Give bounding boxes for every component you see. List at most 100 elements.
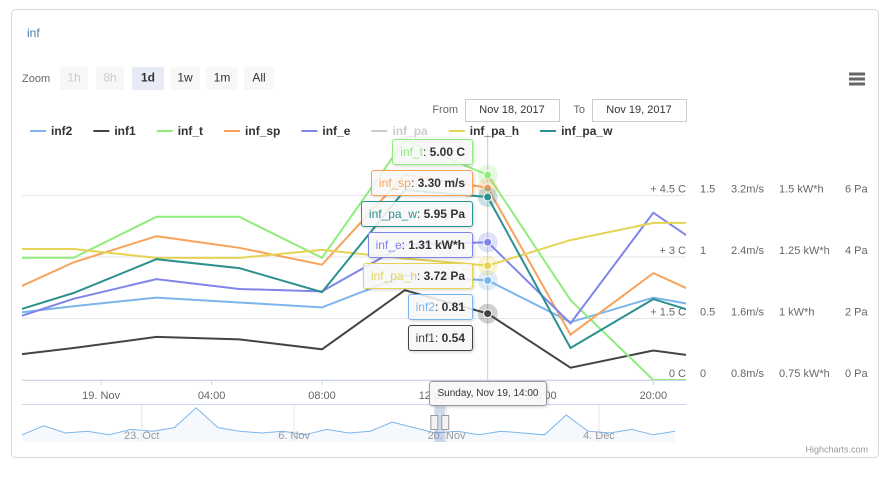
- series-line: [22, 138, 686, 380]
- y-tick-label: 0 C: [669, 368, 686, 380]
- tooltip: inf_sp3.30 m/s: [370, 170, 473, 196]
- legend-label: inf_pa_w: [561, 124, 613, 138]
- hover-marker: [483, 183, 493, 193]
- from-value: Nov 18, 2017: [479, 104, 544, 116]
- legend-item[interactable]: inf_pa_h: [448, 124, 519, 138]
- tooltip-value: 1.31 kW*h: [408, 238, 465, 252]
- hover-marker: [483, 261, 493, 271]
- navigator-area: [22, 407, 676, 442]
- navigator-line: [21, 407, 676, 436]
- y-tick-label: + 3 C: [659, 245, 686, 257]
- y-tick-label: 1.5 kW*h: [779, 183, 824, 195]
- y-tick-label: 1 kW*h: [779, 306, 814, 318]
- y-tick-label: 4 Pa: [845, 245, 869, 257]
- tooltip: inf20.81: [407, 294, 473, 320]
- to-input[interactable]: [592, 99, 687, 122]
- zoom-button-label: 8h: [103, 71, 116, 85]
- tooltip: inf_t5.00 C: [392, 139, 473, 165]
- y-tick-label: 3.2m/s: [731, 183, 765, 195]
- tooltip-value: 3.72 Pa: [423, 269, 465, 283]
- hover-marker: [483, 237, 493, 247]
- tooltip-value: 5.00 C: [429, 145, 465, 159]
- y-tick-label: 1.25 kW*h: [779, 245, 830, 257]
- navigator-handle[interactable]: [441, 415, 450, 430]
- hover-marker: [483, 192, 493, 202]
- legend-item[interactable]: inf_e: [301, 124, 351, 138]
- y-tick-label: 0.5: [700, 306, 715, 318]
- tooltip: inf10.54: [407, 325, 473, 351]
- y-tick-label: 2.4m/s: [731, 245, 765, 257]
- tooltip-series-name: inf_e: [376, 238, 409, 252]
- legend-item[interactable]: inf_pa_w: [540, 124, 613, 138]
- credits[interactable]: Highcharts.com: [805, 444, 868, 454]
- legend-item[interactable]: inf_t: [156, 124, 203, 138]
- tooltip-series-name: inf_sp: [379, 176, 418, 190]
- tooltip-value: 5.95 Pa: [423, 207, 465, 221]
- legend-item[interactable]: inf2: [30, 124, 73, 138]
- legend-item[interactable]: inf_pa: [371, 124, 428, 138]
- zoom-button: [60, 67, 88, 90]
- y-tick-label: 1: [700, 245, 706, 257]
- navigator-handle[interactable]: [430, 415, 439, 430]
- legend-label: inf_sp: [245, 124, 280, 138]
- tooltip-series-name: inf2: [416, 300, 442, 314]
- hover-marker: [483, 170, 493, 180]
- hover-marker: [483, 309, 493, 319]
- chart-title: inf: [27, 26, 40, 40]
- series-line: [22, 289, 686, 369]
- zoom-button: [96, 67, 124, 90]
- series-line: [22, 274, 686, 324]
- zoom-button-label: 1m: [214, 71, 231, 85]
- legend-item[interactable]: inf1: [93, 124, 136, 138]
- zoom-button[interactable]: [206, 67, 238, 90]
- plot-area: [22, 138, 686, 380]
- y-tick-label: 0.8m/s: [731, 368, 765, 380]
- tooltip-value: 3.30 m/s: [417, 176, 465, 190]
- y-tick-label: 1.5: [700, 183, 715, 195]
- x-tick-label: 20:00: [640, 390, 668, 402]
- hover-marker: [483, 275, 493, 285]
- navigator-mask: [434, 405, 446, 442]
- legend-label: inf2: [51, 124, 73, 138]
- y-tick-label: 0: [700, 368, 706, 380]
- tooltip: inf_pa_h3.72 Pa: [362, 263, 473, 289]
- menu-button[interactable]: [845, 68, 869, 90]
- zoom-button-label: 1d: [141, 71, 155, 85]
- x-tick-label: 19. Nov: [82, 390, 120, 402]
- navigator-tick-label: 6. Nov: [278, 430, 310, 442]
- tooltip-series-name: inf1: [416, 331, 442, 345]
- zoom-button[interactable]: [244, 67, 274, 90]
- zoom-button[interactable]: [170, 67, 200, 90]
- tooltip-value: 0.81: [441, 300, 465, 314]
- from-input[interactable]: [465, 99, 560, 122]
- tooltip-series-name: inf_pa_w: [369, 207, 424, 221]
- y-tick-label: 6 Pa: [845, 183, 869, 195]
- to-value: Nov 19, 2017: [606, 104, 671, 116]
- series-line: [22, 188, 686, 350]
- legend-label: inf1: [114, 124, 136, 138]
- legend-item[interactable]: inf_sp: [224, 124, 280, 138]
- y-tick-label: 1.6m/s: [731, 306, 765, 318]
- navigator-tick-label: 4. Dec: [583, 430, 615, 442]
- x-tick-label: 08:00: [308, 390, 336, 402]
- legend-label: inf_pa: [392, 124, 428, 138]
- x-tick-label: 04:00: [198, 390, 226, 402]
- y-tick-label: 0 Pa: [845, 368, 869, 380]
- navigator-tick-label: 23. Oct: [124, 430, 159, 442]
- from-label: From: [432, 104, 458, 116]
- zoom-label: Zoom: [22, 73, 50, 85]
- zoom-button-label: 1h: [67, 71, 80, 85]
- tooltip-value: 0.54: [441, 331, 465, 345]
- y-tick-label: 2 Pa: [845, 306, 869, 318]
- to-label: To: [573, 104, 585, 116]
- tooltip: inf_e1.31 kW*h: [367, 232, 473, 258]
- tooltip-header: Sunday, Nov 19, 14:00: [429, 381, 547, 406]
- zoom-button-label: All: [252, 71, 265, 85]
- zoom-button[interactable]: [132, 67, 164, 90]
- series-line: [22, 221, 686, 267]
- legend-label: inf_e: [322, 124, 350, 138]
- navigator-tick-label: 20. Nov: [428, 430, 466, 442]
- zoom-button-label: 1w: [177, 71, 193, 85]
- y-tick-label: + 4.5 C: [650, 183, 686, 195]
